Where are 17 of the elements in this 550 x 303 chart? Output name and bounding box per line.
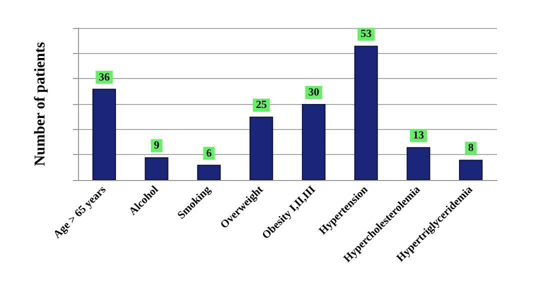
data-label: 53	[360, 28, 372, 40]
bar	[406, 147, 430, 180]
data-label: 6	[206, 147, 212, 160]
data-label: 36	[98, 71, 110, 84]
y-axis-title: Number of patients	[32, 42, 48, 166]
data-label: 8	[468, 142, 474, 154]
bar	[92, 88, 116, 180]
bar	[144, 157, 168, 180]
bar	[302, 104, 326, 180]
bar	[250, 116, 274, 180]
bar	[197, 164, 221, 180]
bar	[354, 46, 378, 180]
data-label: 25	[256, 99, 268, 112]
bar	[459, 160, 483, 180]
data-label: 13	[412, 130, 424, 142]
data-label: 9	[154, 140, 160, 152]
data-label: 30	[308, 86, 320, 98]
